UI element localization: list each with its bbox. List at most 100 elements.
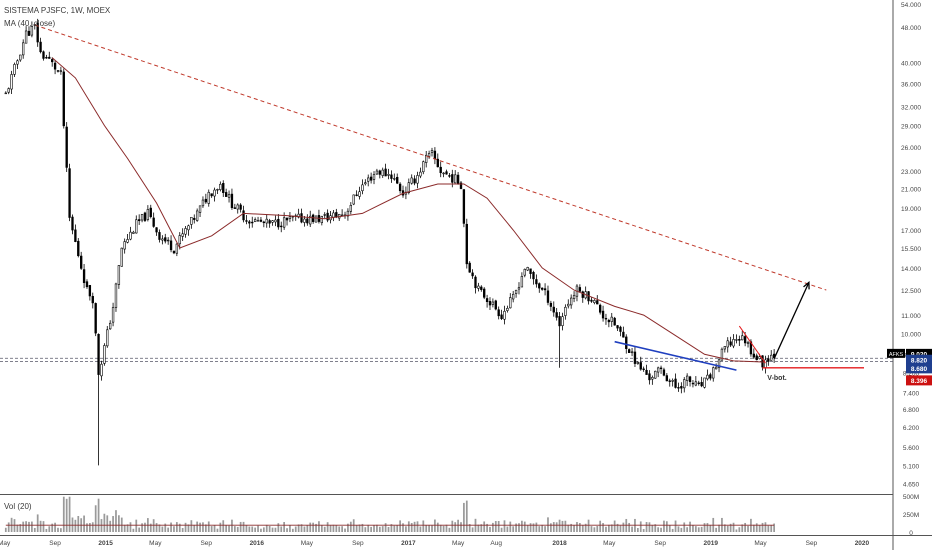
volume-bar	[135, 519, 138, 532]
volume-bar	[642, 529, 645, 532]
volume-bar	[436, 522, 439, 532]
volume-bar	[347, 523, 349, 532]
candle-body	[198, 205, 202, 213]
volume-bar	[471, 527, 474, 532]
candle-body	[335, 212, 338, 218]
volume-bar	[613, 520, 616, 532]
price-badge-bg	[906, 354, 932, 365]
candle-body	[546, 290, 550, 303]
candle-body	[369, 176, 373, 181]
volume-bar	[202, 522, 204, 532]
candle-body	[271, 220, 274, 223]
candle-body	[581, 291, 584, 298]
y-tick-label: 32.000	[901, 104, 921, 111]
candle-body	[543, 288, 547, 291]
candle-body	[132, 231, 135, 234]
candle-body	[184, 228, 187, 235]
candle-body	[607, 319, 611, 323]
candle-body	[549, 302, 553, 307]
candle-body	[166, 239, 170, 242]
candle-body	[709, 374, 712, 379]
volume-bar	[552, 522, 555, 532]
candle-body	[187, 225, 190, 231]
volume-bar	[190, 520, 193, 532]
candle-body	[175, 243, 179, 254]
volume-bar	[631, 526, 633, 532]
y-tick-label: 8.200	[903, 371, 920, 378]
ticker-badge-bg	[887, 348, 905, 358]
candle-body	[393, 178, 396, 180]
ma-legend: MA (40, close)	[4, 19, 56, 28]
volume-bar	[141, 523, 143, 532]
volume-bar	[158, 524, 161, 532]
volume-bar	[271, 527, 274, 532]
volume-bar	[416, 521, 419, 532]
volume-bar	[248, 526, 251, 532]
candle-body	[288, 216, 292, 219]
volume-bar	[741, 524, 744, 532]
volume-bar	[622, 522, 625, 532]
candle-body	[567, 303, 570, 307]
volume-bar	[692, 525, 694, 532]
volume-bar	[381, 526, 384, 532]
candle-body	[561, 316, 564, 326]
volume-bar	[144, 522, 146, 532]
volume-bar	[738, 527, 741, 532]
candle-body	[465, 223, 468, 265]
candle-body	[65, 126, 68, 168]
volume-bar	[428, 525, 430, 532]
volume-bar	[106, 515, 109, 532]
volume-bar	[660, 527, 662, 532]
candle-body	[593, 300, 596, 303]
volume-bar	[483, 521, 486, 532]
candle-body	[372, 174, 376, 180]
candle-body	[169, 240, 173, 251]
candle-body	[674, 378, 677, 388]
volume-bar	[355, 525, 358, 532]
price-badge-text: 8.396	[911, 378, 928, 385]
volume-bar	[300, 524, 303, 532]
y-tick-label: 26.000	[901, 145, 921, 152]
candle-body	[120, 247, 123, 267]
volume-bar	[567, 524, 570, 532]
candle-body	[416, 175, 419, 184]
candle-body	[326, 212, 329, 221]
candle-body	[39, 41, 42, 53]
volume-bar	[492, 522, 494, 532]
volume-bar	[358, 524, 361, 532]
volume-bar	[204, 524, 207, 532]
candle-body	[314, 215, 318, 223]
price-badge-text: 8.820	[911, 357, 928, 364]
volume-bar	[497, 521, 500, 532]
x-axis: May Sep 2015 May Sep 2016 May Sep 2017 May Aug 2018…	[0, 540, 870, 547]
candle-body	[598, 304, 602, 313]
volume-bar	[709, 524, 712, 532]
candle-body	[340, 214, 344, 217]
volume-bar	[547, 517, 549, 532]
volume-bar	[335, 525, 338, 532]
volume-bar	[45, 528, 48, 532]
candle-body	[532, 272, 535, 280]
volume-bar	[448, 527, 451, 532]
volume-bar	[579, 523, 581, 532]
volume-bar	[503, 520, 506, 532]
volume-bar	[71, 517, 74, 532]
volume-bar	[494, 521, 497, 532]
candle-body	[552, 306, 555, 313]
candle-body	[42, 51, 45, 59]
x-tick-label: May	[149, 540, 162, 547]
volume-bar	[581, 525, 584, 532]
x-tick-label: May	[301, 540, 314, 547]
candle-body	[80, 255, 83, 269]
volume-bar	[181, 527, 184, 532]
volume-bar	[512, 526, 515, 532]
candle-body	[106, 329, 109, 347]
volume-bar	[405, 526, 407, 532]
volume-bar	[668, 525, 671, 532]
candle-body	[413, 178, 416, 184]
volume-bar	[761, 522, 764, 532]
volume-bar	[303, 526, 306, 532]
volume-bar	[422, 520, 425, 532]
